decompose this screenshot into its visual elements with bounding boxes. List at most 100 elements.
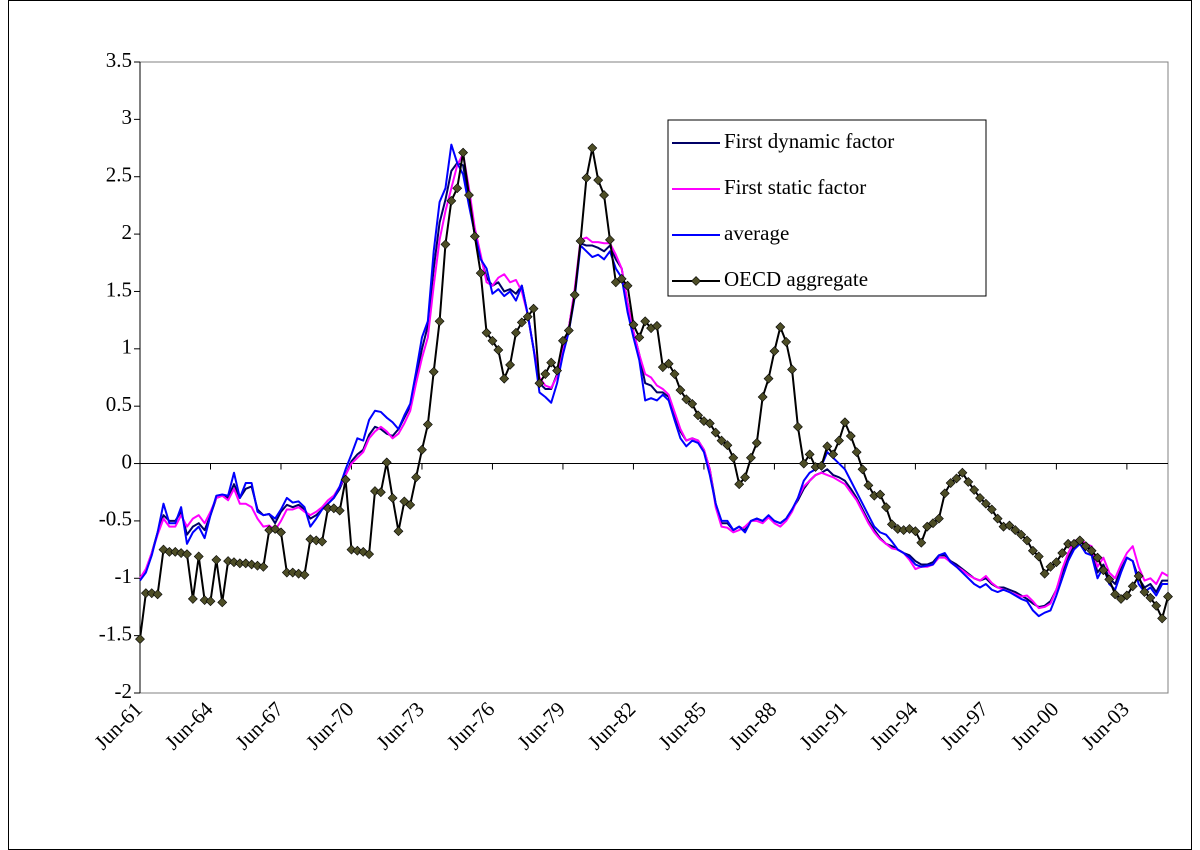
data-point	[628, 319, 639, 330]
data-point	[499, 373, 510, 384]
data-point	[411, 472, 422, 483]
data-point	[334, 505, 345, 516]
data-point	[405, 499, 416, 510]
data-point	[381, 457, 392, 468]
data-point	[528, 303, 539, 314]
data-point	[652, 320, 662, 331]
data-point	[1051, 557, 1062, 568]
series-line	[139, 143, 1168, 618]
data-point	[511, 327, 521, 338]
data-point	[716, 435, 727, 446]
data-point	[1145, 592, 1156, 603]
data-point	[469, 231, 480, 242]
data-point	[857, 464, 868, 475]
data-point	[452, 183, 463, 194]
data-point	[939, 488, 950, 499]
data-point	[599, 190, 609, 201]
data-point	[845, 431, 856, 441]
data-point	[963, 476, 974, 487]
data-point	[834, 435, 844, 446]
data-point	[751, 437, 762, 448]
data-point	[1074, 535, 1085, 546]
data-point	[704, 418, 715, 429]
data-point	[1086, 545, 1097, 556]
data-point	[417, 444, 427, 455]
data-point	[563, 325, 574, 336]
data-point	[575, 236, 586, 246]
data-point	[1016, 529, 1027, 540]
data-point	[293, 568, 304, 579]
y-tick-label: 2.5	[106, 163, 132, 187]
y-tick-label: -1.5	[99, 621, 132, 645]
data-point	[464, 190, 474, 201]
data-point	[892, 524, 903, 534]
legend-label: First static factor	[724, 175, 866, 199]
data-point	[957, 467, 968, 478]
data-point	[522, 311, 533, 322]
data-point	[740, 472, 750, 483]
data-point	[734, 479, 745, 490]
data-point	[605, 234, 615, 245]
data-point	[182, 549, 192, 560]
data-point	[910, 526, 921, 537]
data-point	[375, 487, 386, 498]
data-point	[828, 449, 839, 460]
data-point	[787, 364, 797, 375]
data-point	[992, 513, 1003, 524]
data-point	[252, 560, 263, 571]
data-point	[746, 452, 756, 463]
data-point	[317, 536, 328, 547]
y-tick-label: 2	[122, 220, 133, 244]
data-point	[798, 458, 809, 469]
data-point	[505, 359, 516, 370]
data-point	[135, 634, 145, 645]
data-point	[663, 358, 674, 369]
data-point	[916, 537, 927, 548]
y-tick-label: -1	[115, 564, 133, 588]
data-point	[863, 480, 874, 491]
data-point	[393, 526, 404, 537]
data-point	[1133, 571, 1144, 581]
data-point	[270, 524, 281, 534]
data-point	[546, 357, 557, 368]
data-point	[1080, 541, 1091, 552]
data-point	[1110, 589, 1121, 600]
data-point	[428, 366, 439, 377]
data-point	[475, 268, 486, 279]
data-point	[693, 410, 703, 421]
data-point	[187, 593, 198, 604]
data-point	[193, 551, 204, 562]
data-point	[881, 502, 891, 513]
data-point	[1057, 548, 1068, 558]
data-point	[634, 332, 645, 343]
data-point	[1139, 587, 1150, 597]
data-point	[569, 289, 580, 300]
data-point	[980, 498, 991, 509]
data-point	[458, 147, 469, 158]
data-point	[552, 365, 562, 376]
data-point	[1010, 525, 1021, 536]
data-point	[986, 504, 997, 515]
data-point	[669, 369, 680, 379]
data-point	[311, 535, 322, 546]
data-point	[969, 485, 980, 495]
plot-area	[139, 61, 1169, 694]
legend-box	[667, 119, 987, 297]
data-point	[387, 493, 398, 503]
data-point	[1104, 574, 1115, 585]
data-point	[593, 175, 604, 186]
data-point	[481, 327, 492, 338]
data-point	[340, 474, 351, 485]
data-point	[886, 519, 897, 530]
y-tick-label: 1	[122, 335, 133, 359]
legend-label: OECD aggregate	[724, 267, 868, 291]
data-point	[757, 392, 768, 402]
data-point	[516, 317, 527, 328]
data-point	[534, 378, 545, 389]
data-point	[687, 398, 698, 409]
data-point	[1127, 581, 1138, 592]
data-point	[728, 452, 739, 463]
data-point	[1004, 520, 1015, 531]
data-point	[152, 589, 163, 600]
